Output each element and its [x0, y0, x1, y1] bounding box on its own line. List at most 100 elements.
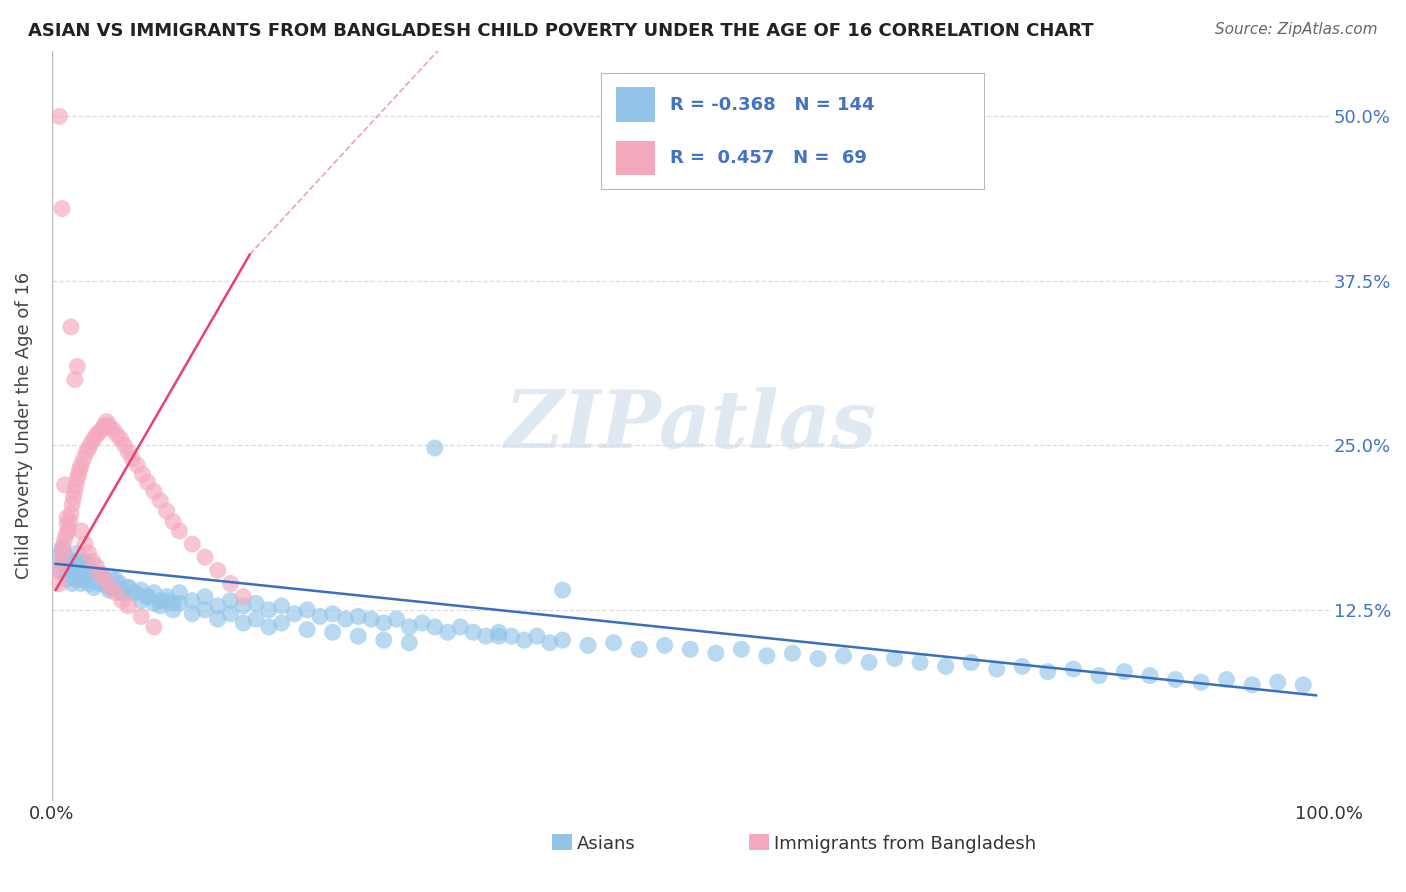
Point — [373, 615, 395, 630]
Point — [207, 599, 229, 613]
Point — [245, 612, 267, 626]
Point — [207, 612, 229, 626]
Point — [48, 576, 70, 591]
Point — [52, 541, 75, 555]
Point — [53, 533, 76, 548]
Point — [1062, 662, 1084, 676]
Point — [66, 471, 89, 485]
Point — [104, 573, 127, 587]
Point — [219, 593, 242, 607]
Point — [75, 445, 97, 459]
Y-axis label: Child Poverty Under the Age of 16: Child Poverty Under the Age of 16 — [15, 272, 32, 579]
Point — [59, 507, 82, 521]
Point — [129, 593, 152, 607]
Point — [935, 659, 957, 673]
Point — [232, 599, 254, 613]
Point — [55, 528, 77, 542]
Point — [219, 607, 242, 621]
Point — [73, 573, 96, 587]
Point — [108, 576, 131, 591]
Point — [1215, 673, 1237, 687]
Point — [69, 554, 91, 568]
Point — [136, 590, 159, 604]
Point — [1164, 673, 1187, 687]
Point — [526, 629, 548, 643]
Point — [67, 467, 90, 482]
Point — [436, 625, 458, 640]
Point — [52, 543, 75, 558]
Point — [322, 607, 344, 621]
Point — [94, 573, 117, 587]
Point — [65, 573, 87, 587]
Point — [149, 593, 172, 607]
Point — [112, 586, 135, 600]
Point — [63, 563, 86, 577]
Point — [93, 573, 115, 587]
Point — [488, 625, 510, 640]
Point — [51, 541, 73, 555]
Point — [309, 609, 332, 624]
Point — [679, 642, 702, 657]
Point — [181, 607, 204, 621]
Point — [908, 656, 931, 670]
Point — [51, 546, 73, 560]
Point — [48, 110, 70, 124]
Point — [53, 557, 76, 571]
Point — [77, 546, 100, 560]
Point — [347, 609, 370, 624]
Point — [76, 557, 98, 571]
Point — [398, 636, 420, 650]
Point — [83, 581, 105, 595]
Point — [373, 633, 395, 648]
Point — [90, 423, 112, 437]
Point — [67, 566, 90, 580]
Point — [105, 428, 128, 442]
Point — [83, 432, 105, 446]
Point — [807, 651, 830, 665]
Point — [347, 629, 370, 643]
Point — [82, 554, 104, 568]
Point — [551, 583, 574, 598]
Point — [56, 510, 79, 524]
Point — [129, 583, 152, 598]
Point — [194, 603, 217, 617]
Point — [1088, 668, 1111, 682]
Point — [73, 563, 96, 577]
Point — [60, 576, 83, 591]
Point — [960, 656, 983, 670]
Point — [1189, 675, 1212, 690]
Point — [232, 590, 254, 604]
Point — [96, 576, 118, 591]
Point — [142, 484, 165, 499]
Point — [114, 438, 136, 452]
Point — [322, 625, 344, 640]
Point — [602, 636, 624, 650]
Point — [149, 493, 172, 508]
Point — [59, 554, 82, 568]
Point — [1267, 675, 1289, 690]
Point — [124, 586, 146, 600]
Point — [142, 620, 165, 634]
Point — [110, 432, 132, 446]
Point — [121, 451, 143, 466]
Point — [79, 570, 101, 584]
Point — [295, 603, 318, 617]
Point — [70, 524, 93, 538]
Point — [58, 524, 80, 538]
Point — [104, 586, 127, 600]
Point — [169, 524, 191, 538]
Point — [111, 593, 134, 607]
Point — [162, 603, 184, 617]
Text: Source: ZipAtlas.com: Source: ZipAtlas.com — [1215, 22, 1378, 37]
Point — [219, 576, 242, 591]
Point — [63, 373, 86, 387]
Point — [131, 467, 153, 482]
Point — [59, 515, 82, 529]
Point — [551, 633, 574, 648]
Point — [70, 458, 93, 472]
Point — [142, 586, 165, 600]
Point — [475, 629, 498, 643]
Point — [117, 445, 139, 459]
Point — [385, 612, 408, 626]
Point — [117, 581, 139, 595]
